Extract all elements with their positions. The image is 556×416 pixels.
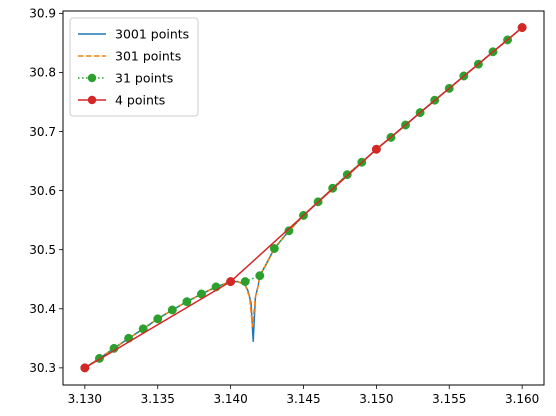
legend: 3001 points 301 points 31 points 4 points xyxy=(69,17,199,117)
legend-label: 3001 points xyxy=(115,27,189,42)
data-point xyxy=(517,23,527,32)
legend-entry: 3001 points xyxy=(78,27,189,42)
data-point xyxy=(153,314,163,324)
legend-box xyxy=(69,17,199,117)
data-point xyxy=(269,244,279,253)
y-tick-label: 30.3 xyxy=(29,361,56,375)
data-point xyxy=(284,226,294,236)
x-tick-label: 3.145 xyxy=(286,392,320,406)
y-tick-label: 30.4 xyxy=(29,302,56,316)
x-tick-label: 3.135 xyxy=(141,392,175,406)
y-tick-label: 30.9 xyxy=(29,7,56,21)
axes-layer: 3.130 3.135 3.140 3.145 3.150 3.155 3.160 30.3 3… xyxy=(29,7,539,406)
y-tick-label: 30.5 xyxy=(29,243,56,257)
legend-label: 4 points xyxy=(115,93,165,108)
y-tick-label: 30.6 xyxy=(29,184,56,198)
data-point xyxy=(182,297,192,307)
data-point xyxy=(255,271,265,281)
x-tick-label: 3.155 xyxy=(432,392,466,406)
legend-marker xyxy=(87,73,97,83)
legend-entry: 4 points xyxy=(78,93,165,108)
series-3 xyxy=(80,23,527,373)
x-tick-label: 3.150 xyxy=(359,392,393,406)
data-point xyxy=(240,277,250,287)
x-tick-label: 3.140 xyxy=(213,392,247,406)
data-point xyxy=(371,144,381,154)
legend-entry: 301 points xyxy=(78,49,181,64)
data-point xyxy=(167,305,177,315)
y-tick-label: 30.8 xyxy=(29,66,56,80)
legend-label: 301 points xyxy=(115,49,181,64)
series-layer xyxy=(80,23,527,373)
legend-entry: 31 points xyxy=(78,71,173,86)
legend-marker xyxy=(87,95,97,105)
series-line-3 xyxy=(84,26,523,369)
x-tick-label: 3.160 xyxy=(505,392,539,406)
data-point xyxy=(226,277,236,287)
legend-label: 31 points xyxy=(115,71,173,86)
x-tick-label: 3.130 xyxy=(68,392,102,406)
data-point xyxy=(80,363,90,373)
y-tick-label: 30.7 xyxy=(29,125,56,139)
